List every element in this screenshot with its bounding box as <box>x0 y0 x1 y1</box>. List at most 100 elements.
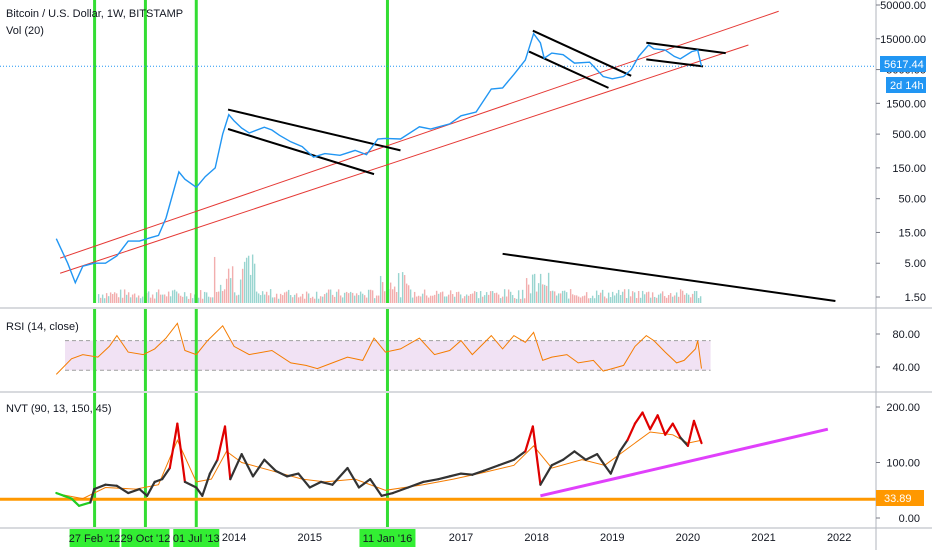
volume-bar <box>115 293 118 303</box>
volume-bar <box>489 291 492 303</box>
volume-bar <box>345 291 348 303</box>
nvt-segment <box>369 478 383 497</box>
volume-bar <box>429 295 432 303</box>
volume-bar <box>125 294 128 303</box>
volume-bar <box>617 289 620 303</box>
volume-bar <box>233 292 236 303</box>
nvt-segment <box>562 450 576 461</box>
volume-bar <box>631 291 634 303</box>
falling-channel-upper-2[interactable] <box>646 41 726 55</box>
volume-bar <box>333 296 336 303</box>
volume-bar <box>497 294 500 303</box>
falling-channel-lower-0[interactable] <box>227 128 375 176</box>
volume-bar <box>285 291 288 303</box>
vertical-date-markers-rsi <box>93 309 389 391</box>
volume-bar <box>539 273 542 303</box>
volume-bar <box>595 290 598 303</box>
nvt-pane[interactable]: NVT (90, 13, 150, 45) <box>0 393 876 527</box>
volume-bar <box>461 298 464 303</box>
nvt-rising-trendline[interactable] <box>540 427 829 498</box>
volume-bar <box>465 294 468 303</box>
volume-bar <box>669 293 672 303</box>
volume-bar <box>155 292 158 303</box>
nvt-segment <box>497 458 516 467</box>
volume-bar <box>607 292 610 303</box>
main-price-pane[interactable]: Bitcoin / U.S. Dollar, 1W, BITSTAMP Vol … <box>0 0 876 303</box>
nvt-segment <box>641 411 652 431</box>
volume-bar <box>271 297 274 303</box>
volume-bar <box>301 293 304 303</box>
volume-bar <box>183 292 186 303</box>
volume-bar <box>413 291 416 303</box>
last-price-tag: 5617.44 <box>880 56 926 72</box>
vertical-date-markers-main <box>93 0 389 303</box>
volume-bar <box>681 290 684 303</box>
volume-bar <box>455 292 458 303</box>
volume-bar <box>431 295 434 303</box>
volume-bar <box>439 292 442 303</box>
volume-bar <box>697 298 700 303</box>
channel-upper-line[interactable] <box>59 10 779 259</box>
nvt-segment <box>274 469 289 478</box>
volume-bar <box>549 291 552 303</box>
falling-channel-lower-2[interactable] <box>646 58 704 68</box>
volume-bar <box>401 272 404 303</box>
volume-bar <box>213 256 216 303</box>
nvt-segment <box>671 422 682 439</box>
volume-bar <box>551 290 554 303</box>
channel-lower-line[interactable] <box>59 44 749 274</box>
nvt-segment <box>692 419 703 445</box>
volume-bar <box>147 291 150 303</box>
volume-bar <box>473 291 476 303</box>
volume-bar <box>601 289 604 303</box>
volume-bar <box>237 294 240 303</box>
nvt-title: NVT (90, 13, 150, 45) <box>6 403 112 415</box>
volume-bar <box>545 285 548 303</box>
volume-bar <box>151 294 154 303</box>
volume-bar <box>353 295 356 303</box>
volume-bar <box>137 295 140 303</box>
volume-bar <box>211 297 214 303</box>
nvt-segment <box>584 453 599 461</box>
volume-bar <box>425 295 428 303</box>
volume-bar <box>417 295 420 303</box>
volume-bar <box>647 291 650 303</box>
volume-bar <box>457 291 460 303</box>
volume-bar <box>297 297 300 303</box>
volume-bar <box>645 292 648 303</box>
volume-bar <box>215 291 218 303</box>
volume-bar <box>659 293 662 303</box>
volume-bar <box>475 291 478 303</box>
nvt-segment <box>183 480 198 489</box>
volume-bar <box>689 297 692 303</box>
volume-bar <box>331 294 334 303</box>
volume-bar <box>411 297 414 303</box>
symbol-title: Bitcoin / U.S. Dollar, 1W, BITSTAMP <box>6 8 183 20</box>
volume-bar <box>277 298 280 303</box>
volume-bar <box>673 295 676 303</box>
volume-bar <box>269 289 272 303</box>
rsi-axis-ticks: 80.00 40.00 <box>876 329 920 374</box>
volume-bar <box>569 289 572 303</box>
nvt-tick-label-2: 0.00 <box>899 513 920 525</box>
time-axis[interactable]: 201420152016201720182019202020212022 27 … <box>0 527 932 547</box>
falling-channel-lower-1[interactable] <box>528 50 609 89</box>
price-axis[interactable]: 50000.0015000.005000.001500.00500.00150.… <box>875 0 926 550</box>
volume-bar <box>655 297 658 303</box>
volume-trendline[interactable] <box>502 252 836 303</box>
rsi-pane[interactable]: RSI (14, close) <box>6 309 711 391</box>
volume-bar <box>287 289 290 303</box>
date-tag-3: 11 Jan '16 <box>363 533 413 545</box>
nvt-segment <box>195 486 204 497</box>
nvt-line <box>55 411 703 507</box>
nvt-segment <box>55 491 66 497</box>
trendline-drawings[interactable] <box>59 10 836 303</box>
falling-channel-upper-1[interactable] <box>532 29 632 77</box>
volume-bar <box>409 289 412 303</box>
volume-bar <box>437 293 440 303</box>
nvt-signal-line <box>56 431 702 500</box>
volume-bar <box>383 291 386 303</box>
falling-channel-upper-0[interactable] <box>227 108 401 152</box>
volume-bar <box>685 293 688 303</box>
